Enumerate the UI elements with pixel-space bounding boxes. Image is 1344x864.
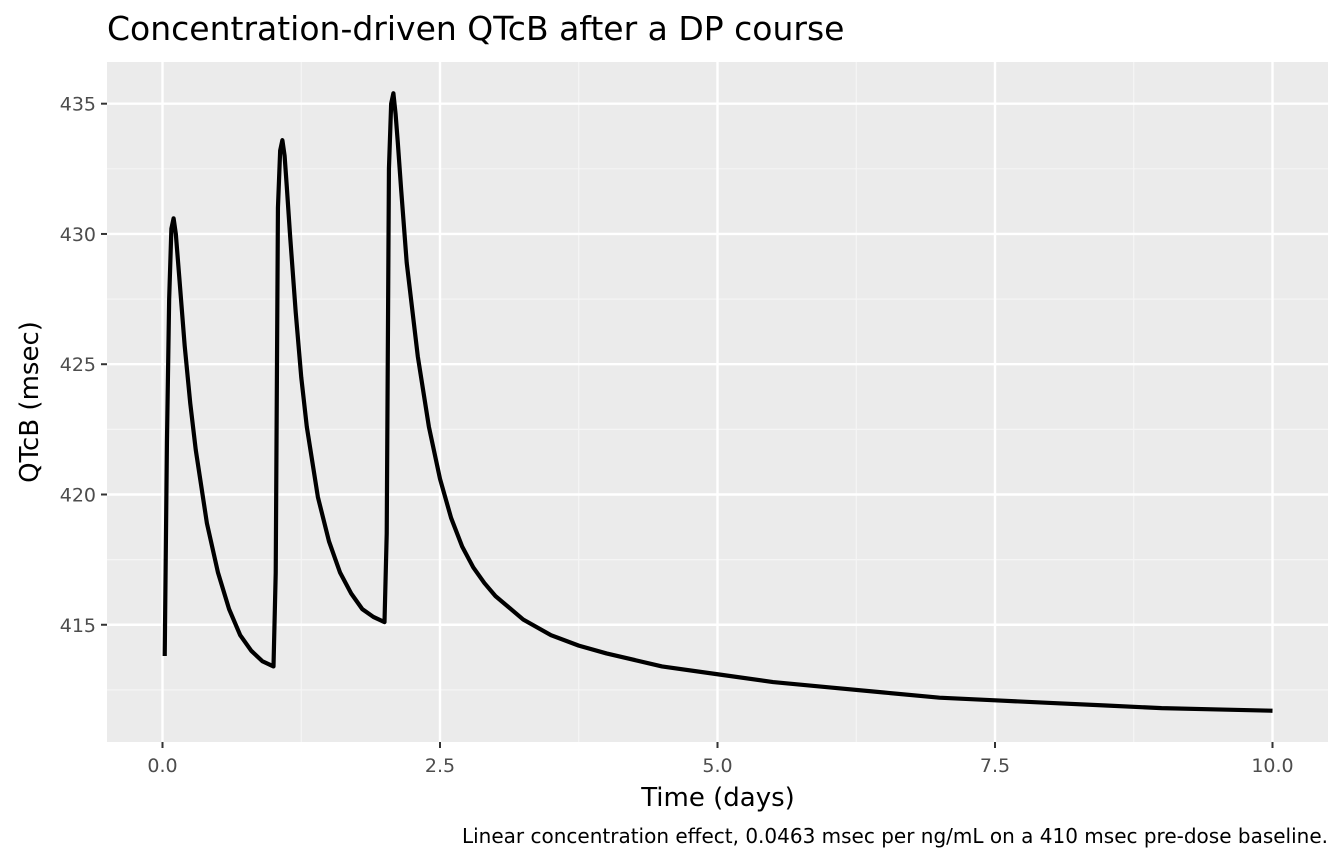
x-tick-label: 7.5 — [980, 755, 1010, 777]
y-tick-label: 420 — [60, 484, 96, 506]
y-axis: 415 420 425 430 435 — [60, 94, 107, 637]
y-tick-label: 415 — [60, 615, 96, 637]
chart-caption: Linear concentration effect, 0.0463 msec… — [462, 824, 1328, 848]
x-tick-label: 0.0 — [147, 755, 177, 777]
x-axis: 0.0 2.5 5.0 7.5 10.0 — [147, 742, 1294, 777]
series-layer — [162, 91, 1273, 713]
major-gridlines — [107, 62, 1328, 742]
y-axis-title: QTcB (msec) — [15, 321, 45, 483]
series-line-0 — [162, 91, 1273, 713]
x-tick-label: 2.5 — [425, 755, 455, 777]
x-tick-label: 5.0 — [702, 755, 732, 777]
x-tick-label: 10.0 — [1251, 755, 1293, 777]
y-tick-label: 430 — [60, 224, 96, 246]
chart-title: Concentration-driven QTcB after a DP cou… — [107, 9, 844, 48]
x-axis-title: Time (days) — [640, 783, 795, 813]
y-tick-label: 435 — [60, 94, 96, 116]
y-tick-label: 425 — [60, 354, 96, 376]
